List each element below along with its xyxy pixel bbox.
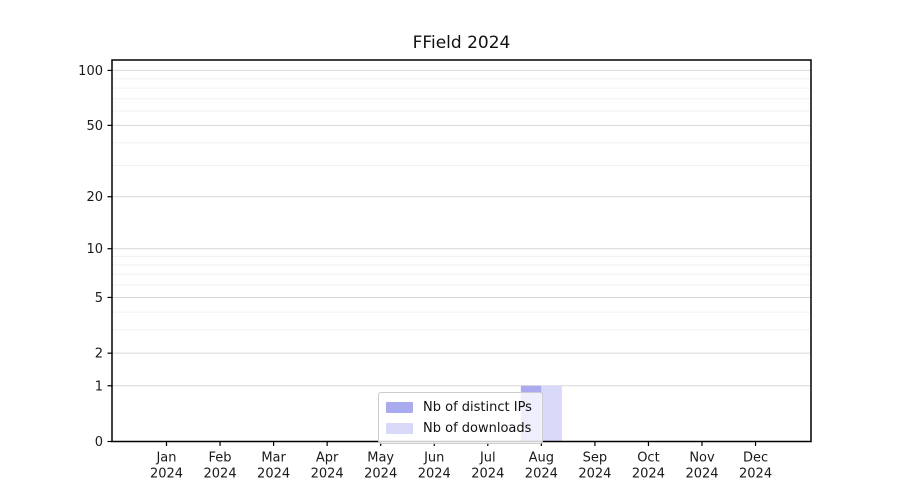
x-tick-label: Oct 2024 bbox=[632, 451, 665, 482]
x-tick-label: Feb 2024 bbox=[204, 451, 237, 482]
legend-label-distinct-ips: Nb of distinct IPs bbox=[423, 400, 532, 415]
x-tick-label: Sep 2024 bbox=[578, 451, 611, 482]
y-tick-label: 10 bbox=[86, 242, 103, 257]
x-tick-label: May 2024 bbox=[364, 451, 397, 482]
bar-downloads bbox=[541, 385, 562, 442]
x-tick-label: Jan 2024 bbox=[150, 451, 183, 482]
y-tick-label: 50 bbox=[86, 119, 103, 134]
y-tick-label: 2 bbox=[95, 347, 103, 362]
y-tick-label: 1 bbox=[95, 379, 103, 394]
plot-border bbox=[111, 59, 812, 443]
x-tick-label: Apr 2024 bbox=[311, 451, 344, 482]
y-tick-label: 100 bbox=[78, 64, 103, 79]
x-tick-label: Dec 2024 bbox=[739, 451, 772, 482]
legend-label-downloads: Nb of downloads bbox=[423, 421, 532, 436]
legend-swatch-distinct-ips bbox=[386, 402, 413, 413]
y-tick-label: 0 bbox=[95, 435, 103, 450]
y-tick-label: 20 bbox=[86, 190, 103, 205]
legend-entry-distinct-ips: Nb of distinct IPs bbox=[386, 398, 532, 417]
x-tick-label: Mar 2024 bbox=[257, 451, 290, 482]
x-tick-label: Aug 2024 bbox=[525, 451, 558, 482]
x-tick-label: Jul 2024 bbox=[471, 451, 504, 482]
legend-entry-downloads: Nb of downloads bbox=[386, 419, 532, 438]
legend: Nb of distinct IPs Nb of downloads bbox=[378, 392, 543, 444]
y-tick-label: 5 bbox=[95, 291, 103, 306]
x-tick-label: Jun 2024 bbox=[418, 451, 451, 482]
x-tick-label: Nov 2024 bbox=[685, 451, 718, 482]
legend-swatch-downloads bbox=[386, 423, 413, 434]
chart-title: FField 2024 bbox=[412, 33, 511, 53]
